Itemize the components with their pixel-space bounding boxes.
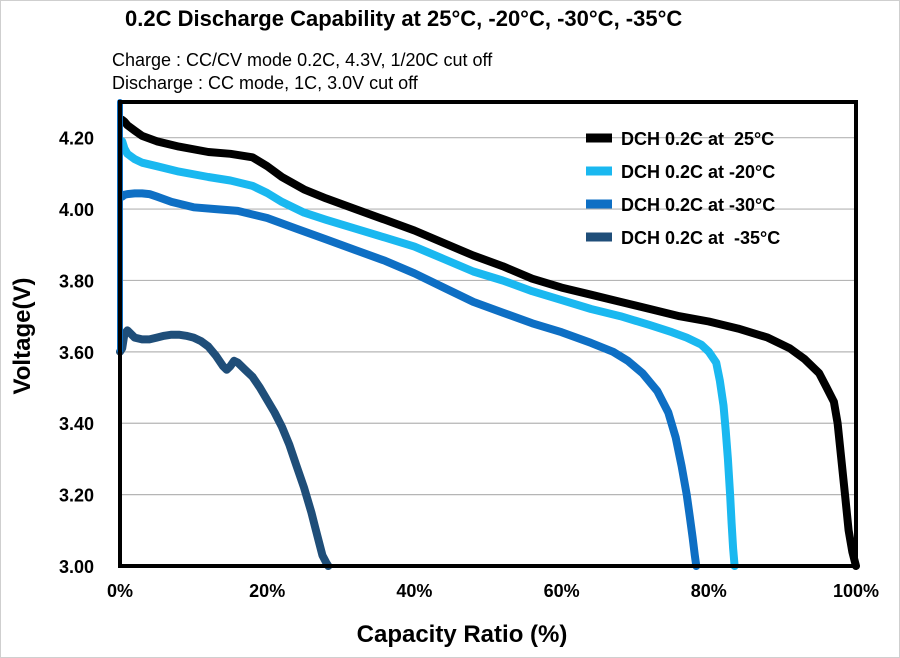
series-line-1	[118, 137, 739, 570]
x-tick-label: 60%	[544, 581, 580, 601]
chart-title: 0.2C Discharge Capability at 25°C, -20°C…	[125, 6, 683, 31]
legend-label-2: DCH 0.2C at -30°C	[621, 195, 775, 215]
legend-label-3: DCH 0.2C at -35°C	[621, 228, 780, 248]
grid-lines	[120, 137, 856, 496]
discharge-condition-text: Discharge : CC mode, 1C, 3.0V cut off	[112, 73, 418, 93]
legend-label-0: DCH 0.2C at 25°C	[621, 129, 774, 149]
y-axis-ticks: 3.00 3.20 3.40 3.60 3.80 4.00 4.20	[59, 129, 94, 577]
plot-border	[118, 100, 858, 568]
y-tick-label: 3.00	[59, 557, 94, 577]
legend: DCH 0.2C at 25°C DCH 0.2C at -20°C DCH 0.2…	[586, 129, 780, 248]
x-tick-label: 100%	[833, 581, 879, 601]
legend-label-1: DCH 0.2C at -20°C	[621, 162, 775, 182]
y-tick-label: 4.20	[59, 129, 94, 149]
y-tick-label: 3.80	[59, 271, 94, 291]
x-tick-label: 20%	[249, 581, 285, 601]
x-axis-ticks: 0% 20% 40% 60% 80% 100%	[107, 581, 879, 601]
charge-condition-text: Charge : CC/CV mode 0.2C, 4.3V, 1/20C cu…	[112, 50, 493, 70]
series-line-2	[118, 189, 701, 570]
y-axis-label: Voltage(V)	[9, 278, 36, 395]
y-tick-label: 3.40	[59, 414, 94, 434]
x-tick-label: 80%	[691, 581, 727, 601]
x-axis-label: Capacity Ratio (%)	[357, 621, 568, 648]
y-tick-label: 3.20	[59, 486, 94, 506]
y-tick-label: 3.60	[59, 343, 94, 363]
plot-area	[118, 100, 858, 568]
y-tick-label: 4.00	[59, 200, 94, 220]
series-line-0	[118, 115, 860, 570]
x-tick-label: 0%	[107, 581, 133, 601]
x-tick-label: 40%	[396, 581, 432, 601]
series-line-3	[116, 326, 333, 570]
